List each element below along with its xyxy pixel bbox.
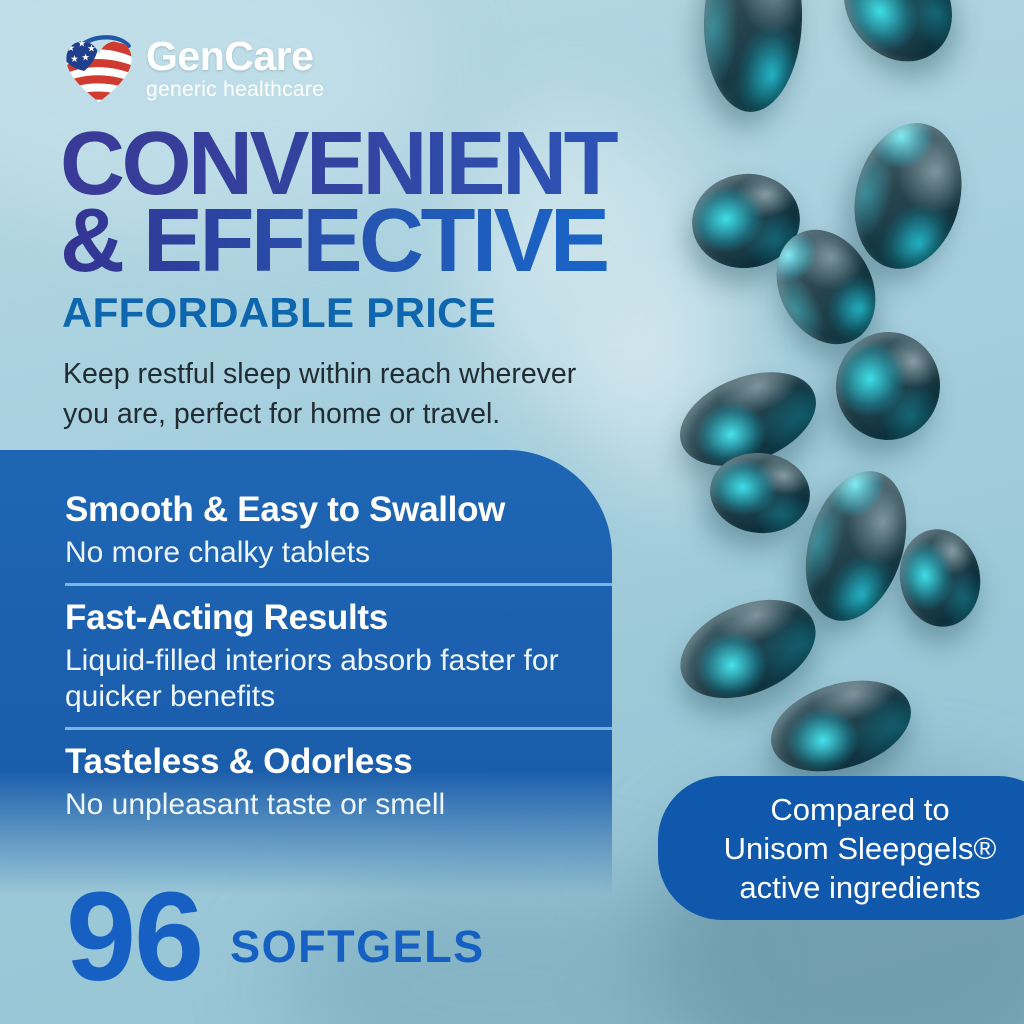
divider-line bbox=[65, 583, 612, 586]
feature-title: Tasteless & Odorless bbox=[65, 742, 413, 781]
svg-text:★: ★ bbox=[81, 53, 90, 64]
brand-logo: ★ ★ ★ ★ ★ GenCare generic healthcare bbox=[62, 34, 324, 108]
feature-description: No unpleasant taste or smell bbox=[65, 788, 446, 821]
comparison-badge: Compared to Unisom Sleepgels® active ing… bbox=[658, 776, 1024, 920]
count-number: 96 bbox=[66, 866, 204, 1007]
svg-text:★: ★ bbox=[70, 54, 79, 65]
softgel-capsule bbox=[821, 0, 975, 84]
badge-line3: active ingredients bbox=[739, 869, 981, 905]
svg-text:★: ★ bbox=[78, 39, 87, 50]
svg-text:★: ★ bbox=[66, 43, 75, 54]
feature-description: Liquid-filled interiors absorb faster fo… bbox=[65, 644, 559, 713]
headline-line1: CONVENIENT bbox=[60, 119, 660, 209]
badge-line1: Compared to bbox=[770, 791, 950, 827]
headline-line2: & EFFECTIVE bbox=[60, 196, 660, 286]
main-headline: CONVENIENT & EFFECTIVE bbox=[60, 119, 660, 286]
feature-title: Smooth & Easy to Swallow bbox=[65, 490, 506, 529]
softgel-capsule bbox=[700, 0, 806, 114]
subheadline: AFFORDABLE PRICE bbox=[62, 289, 497, 336]
svg-text:★: ★ bbox=[87, 44, 96, 55]
description-text: Keep restful sleep within reach wherever… bbox=[63, 358, 577, 430]
headline-block: CONVENIENT & EFFECTIVE AFFORDABLE PRICE K… bbox=[60, 119, 660, 434]
softgel-capsule bbox=[830, 326, 946, 446]
softgel-capsule bbox=[759, 664, 923, 788]
count-unit: SOFTGELS bbox=[230, 921, 485, 972]
feature-title: Fast-Acting Results bbox=[65, 598, 388, 637]
softgel-capsule bbox=[788, 458, 924, 634]
features-panel: Smooth & Easy to Swallow No more chalky … bbox=[0, 450, 612, 895]
divider-line bbox=[65, 727, 612, 730]
brand-tagline: generic healthcare bbox=[146, 78, 325, 101]
feature-description: No more chalky tablets bbox=[65, 536, 371, 569]
badge-line2: Unisom Sleepgels® bbox=[723, 830, 997, 866]
softgel-count: 96 SOFTGELS bbox=[66, 874, 485, 1000]
brand-name: GenCare bbox=[146, 33, 314, 79]
brand-wordmark: GenCare generic healthcare bbox=[146, 34, 324, 101]
american-flag-heart-icon: ★ ★ ★ ★ ★ bbox=[66, 35, 132, 103]
softgel-capsule bbox=[892, 522, 988, 634]
